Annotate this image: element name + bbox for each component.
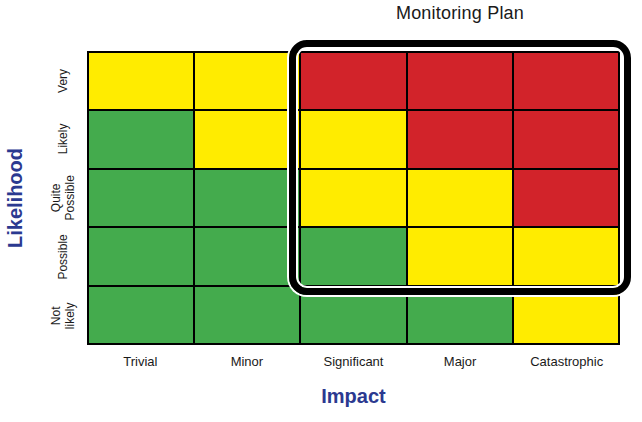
cell-not-likely-major (408, 287, 512, 343)
y-tick-label: Quite Possible (50, 175, 78, 220)
x-tick-catastrophic: Catastrophic (513, 354, 620, 369)
y-tick-quite-possible: Quite Possible (42, 169, 86, 228)
cell-not-likely-significant (301, 287, 405, 343)
y-tick-label: Possible (57, 234, 71, 279)
cell-likely-minor (195, 111, 299, 167)
cell-possible-minor (195, 228, 299, 284)
y-tick-possible: Possible (42, 227, 86, 286)
y-tick-label: Not likely (50, 294, 78, 338)
x-tick-minor: Minor (194, 354, 301, 369)
risk-matrix-figure: Monitoring Plan Likelihood Very Likely Qui… (0, 0, 642, 422)
x-tick-major: Major (407, 354, 514, 369)
x-tick-significant: Significant (300, 354, 407, 369)
y-tick-very: Very (42, 51, 86, 110)
y-axis-title: Likelihood (4, 148, 27, 248)
cell-likely-trivial (89, 111, 193, 167)
x-tick-trivial: Trivial (87, 354, 194, 369)
y-tick-label: Likely (57, 124, 71, 155)
cell-not-likely-catastrophic (514, 287, 618, 343)
cell-not-likely-minor (195, 287, 299, 343)
cell-not-likely-trivial (89, 287, 193, 343)
y-axis-tick-labels: Very Likely Quite Possible Possible Not like… (42, 51, 86, 345)
cell-very-minor (195, 53, 299, 109)
annotation-title: Monitoring Plan (289, 3, 631, 24)
x-axis-tick-labels: TrivialMinorSignificantMajorCatastrophic (87, 354, 620, 369)
y-tick-likely: Likely (42, 110, 86, 169)
y-tick-label: Very (57, 68, 71, 92)
cell-very-trivial (89, 53, 193, 109)
y-tick-not-likely: Not likely (42, 286, 86, 345)
monitoring-plan-outline (289, 40, 631, 295)
cell-quite-possible-minor (195, 170, 299, 226)
cell-possible-trivial (89, 228, 193, 284)
x-axis-title: Impact (87, 385, 620, 408)
cell-quite-possible-trivial (89, 170, 193, 226)
